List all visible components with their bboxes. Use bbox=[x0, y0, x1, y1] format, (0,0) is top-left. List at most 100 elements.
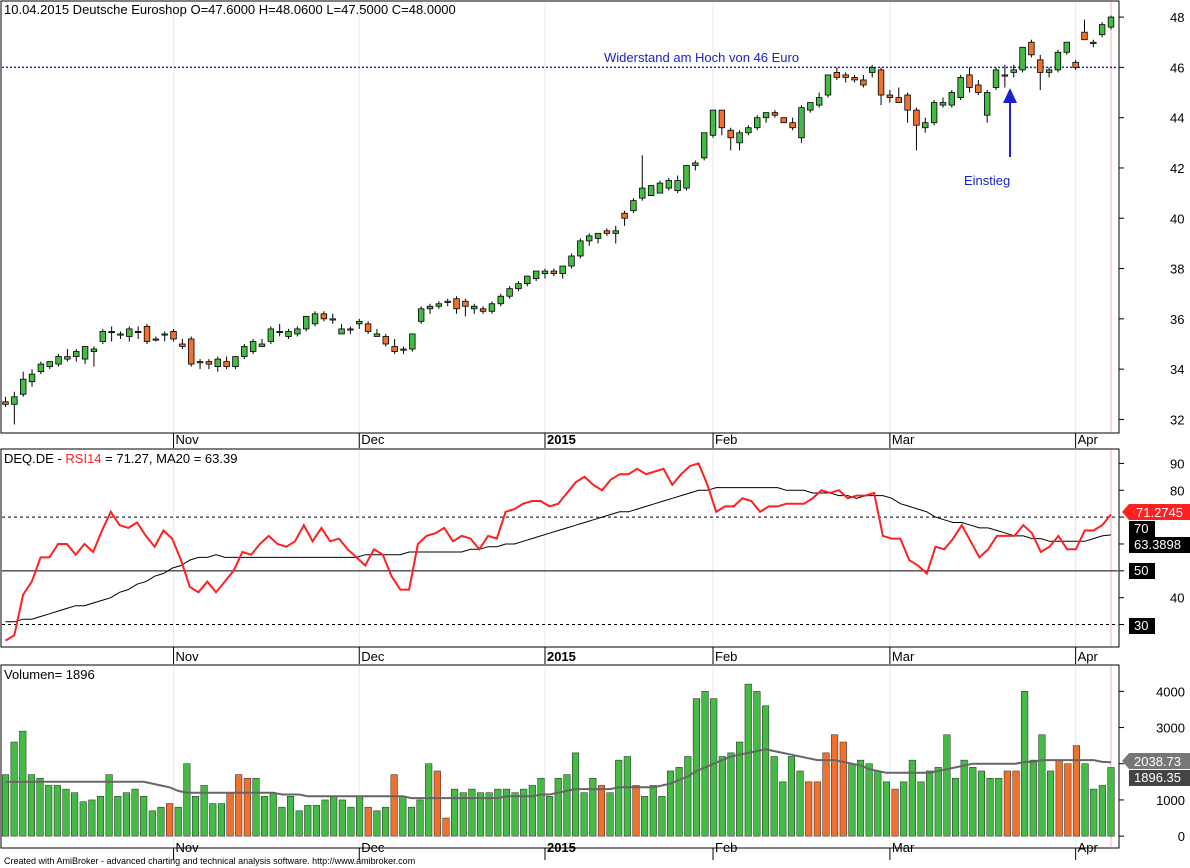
volume-bar bbox=[1081, 763, 1089, 837]
candle bbox=[922, 117, 929, 133]
candle bbox=[594, 232, 602, 244]
rsi-pane[interactable]: DEQ.DE - RSI14 = 71.27, MA20 = 63.39 40 6… bbox=[0, 448, 1190, 664]
volume-bar bbox=[926, 770, 934, 837]
month-label: Feb bbox=[715, 432, 737, 447]
volume-bar bbox=[1046, 770, 1055, 837]
volume-bar bbox=[399, 796, 407, 837]
candle bbox=[603, 228, 611, 236]
volume-bar bbox=[390, 774, 398, 837]
volume-bar bbox=[243, 777, 251, 837]
candle bbox=[179, 338, 186, 350]
volume-pane[interactable]: Volumen= 1896 01000200030004000 2038.73 … bbox=[0, 664, 1190, 860]
volume-bar bbox=[960, 759, 968, 837]
rsi14-line bbox=[4, 462, 1112, 642]
candle bbox=[966, 67, 973, 93]
candle bbox=[506, 286, 513, 299]
candle bbox=[621, 210, 628, 226]
candle bbox=[134, 326, 142, 339]
volume-bar bbox=[1, 774, 10, 837]
candle bbox=[780, 117, 787, 124]
month-label: Mar bbox=[892, 649, 915, 664]
volume-month-labels: Nov Dec 2015 Feb Mar Apr bbox=[173, 840, 1099, 860]
candle bbox=[824, 74, 832, 98]
volume-bar bbox=[787, 756, 795, 837]
month-label: Nov bbox=[176, 649, 200, 664]
candle bbox=[656, 180, 664, 194]
rsi-level-30-tag: 30 bbox=[1134, 618, 1148, 633]
candle bbox=[957, 74, 964, 101]
volume-bar bbox=[407, 806, 415, 837]
volume-bar bbox=[485, 792, 493, 837]
candle bbox=[532, 270, 540, 282]
price-axis-label: 38 bbox=[1170, 262, 1184, 277]
candle bbox=[55, 354, 62, 367]
candle bbox=[435, 301, 443, 309]
rsi-level-50-tag: 50 bbox=[1134, 563, 1148, 578]
volume-bar bbox=[727, 752, 735, 837]
entry-arrow bbox=[1003, 88, 1017, 157]
candle bbox=[497, 293, 504, 307]
volume-bar bbox=[969, 767, 977, 837]
candle bbox=[762, 112, 770, 123]
volume-bar bbox=[666, 770, 675, 837]
volume-bar bbox=[157, 806, 165, 837]
volume-bar bbox=[433, 770, 441, 837]
candle bbox=[249, 338, 257, 355]
rsi-last-value-tags: 71.2745 70 63.3898 50 30 bbox=[1122, 504, 1190, 634]
volume-bar bbox=[269, 792, 277, 837]
candle bbox=[188, 336, 195, 367]
candle bbox=[170, 328, 177, 342]
candle bbox=[975, 79, 982, 96]
volume-bar bbox=[364, 806, 372, 837]
candle bbox=[73, 349, 80, 362]
candle bbox=[462, 298, 469, 317]
candle bbox=[992, 67, 1000, 91]
candle bbox=[1010, 64, 1017, 78]
candle bbox=[196, 359, 204, 370]
candle bbox=[930, 100, 938, 126]
candle bbox=[426, 303, 434, 314]
price-pane[interactable]: 10.04.2015 Deutsche Euroshop O=47.6000 H… bbox=[0, 0, 1184, 448]
candle bbox=[842, 72, 849, 83]
volume-bar bbox=[813, 781, 821, 837]
volume-bar bbox=[209, 803, 217, 837]
volume-bar bbox=[96, 796, 105, 837]
volume-bar bbox=[36, 777, 44, 837]
volume-axis-label: 0 bbox=[1178, 829, 1185, 844]
candle bbox=[1028, 39, 1035, 58]
rsi-month-labels: Nov Dec 2015 Feb Mar Apr bbox=[173, 647, 1099, 664]
candle bbox=[683, 165, 690, 191]
volume-bar bbox=[347, 806, 355, 837]
candle bbox=[877, 67, 885, 106]
candle bbox=[612, 225, 619, 244]
volume-bar bbox=[62, 788, 70, 837]
candle bbox=[126, 326, 133, 342]
candle bbox=[913, 107, 920, 151]
volume-bar bbox=[442, 817, 450, 837]
volume-bar bbox=[874, 770, 882, 837]
month-label: Feb bbox=[715, 840, 737, 855]
volume-bar bbox=[856, 759, 865, 837]
volume-bar bbox=[27, 774, 35, 837]
candle bbox=[789, 117, 796, 131]
candle bbox=[294, 326, 301, 337]
candle bbox=[807, 102, 814, 113]
volume-bar bbox=[597, 785, 605, 837]
candle bbox=[46, 361, 53, 370]
volume-bar bbox=[45, 785, 53, 837]
price-axis-label: 32 bbox=[1170, 412, 1184, 427]
candle bbox=[382, 333, 389, 347]
volume-bar bbox=[736, 741, 744, 837]
volume-bar bbox=[571, 752, 580, 837]
candle bbox=[674, 175, 681, 194]
candle bbox=[347, 326, 354, 334]
volume-bar bbox=[649, 785, 657, 837]
volume-bar bbox=[425, 763, 433, 837]
volume-bar bbox=[908, 759, 916, 837]
volume-bar bbox=[710, 698, 718, 837]
rsi-title-series: RSI14 bbox=[65, 451, 101, 466]
candle bbox=[81, 346, 89, 365]
volume-bar bbox=[217, 803, 225, 837]
candle bbox=[99, 328, 106, 344]
month-label: Dec bbox=[361, 432, 385, 447]
